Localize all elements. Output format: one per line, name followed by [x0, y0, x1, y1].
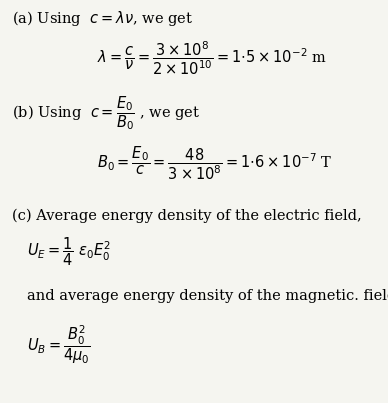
Text: (a) Using  $c = \lambda\nu$, we get: (a) Using $c = \lambda\nu$, we get — [12, 8, 193, 28]
Text: $U_B = \dfrac{B_0^2}{4\mu_0}$: $U_B = \dfrac{B_0^2}{4\mu_0}$ — [27, 323, 91, 366]
Text: (c) Average energy density of the electric field,: (c) Average energy density of the electr… — [12, 208, 361, 223]
Text: $B_0 = \dfrac{E_0}{c} = \dfrac{48}{3\times10^{8}} = 1{\cdot}6 \times 10^{-7}$ T: $B_0 = \dfrac{E_0}{c} = \dfrac{48}{3\tim… — [97, 144, 333, 182]
Text: and average energy density of the magnetic. field,: and average energy density of the magnet… — [27, 289, 388, 303]
Text: $\lambda = \dfrac{c}{\nu} = \dfrac{3\times10^{8}}{2\times10^{10}} = 1{\cdot}5 \t: $\lambda = \dfrac{c}{\nu} = \dfrac{3\tim… — [97, 39, 327, 77]
Text: $U_E = \dfrac{1}{4}\ \varepsilon_0 E_0^2$: $U_E = \dfrac{1}{4}\ \varepsilon_0 E_0^2… — [27, 236, 111, 268]
Text: (b) Using  $c = \dfrac{E_0}{B_0}$ , we get: (b) Using $c = \dfrac{E_0}{B_0}$ , we ge… — [12, 94, 200, 132]
